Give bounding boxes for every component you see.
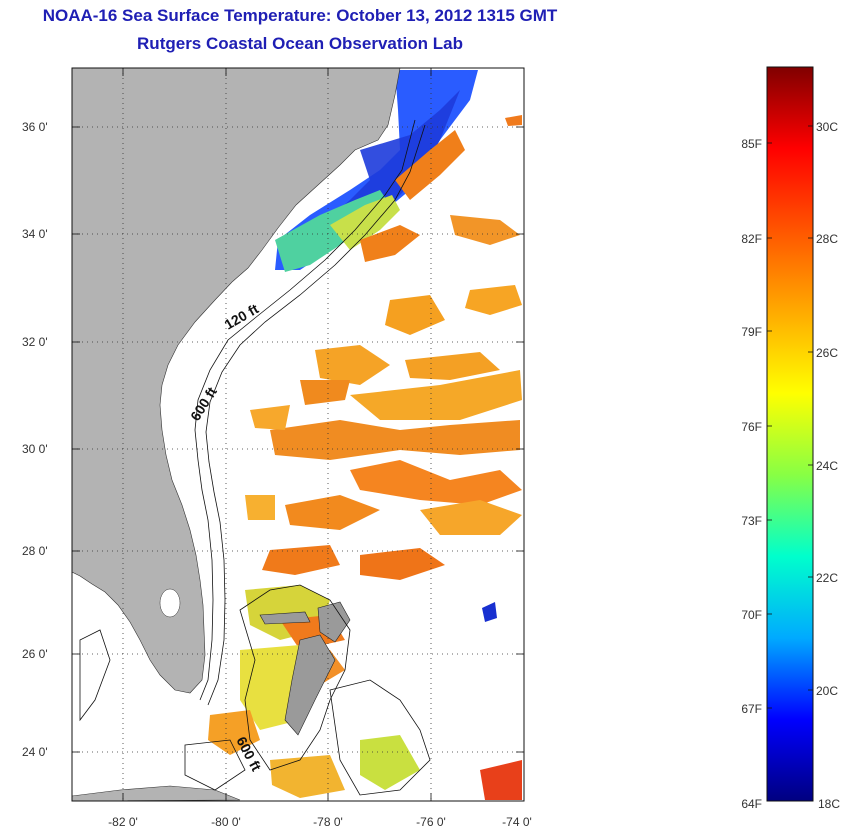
lon-label-76: -76 0' <box>416 815 446 829</box>
colorbar-c-label-24: 24C <box>816 459 838 473</box>
sst-patch-x <box>480 760 522 800</box>
sst-patch-z <box>482 602 497 622</box>
sst-patch-h <box>350 370 522 420</box>
sst-patch-w <box>360 735 420 790</box>
sst-patch-n <box>245 495 275 520</box>
lon-label-74: -74 0' <box>502 815 532 829</box>
lat-label-36: 36 0' <box>22 120 48 134</box>
sst-patch-c <box>385 295 445 335</box>
colorbar-gradient <box>766 66 814 802</box>
lat-label-28: 28 0' <box>22 544 48 558</box>
colorbar-c-label-26: 26C <box>816 346 838 360</box>
sst-patch-f <box>405 352 500 380</box>
sst-patch-d <box>465 285 522 315</box>
bathymetry-contours <box>79 119 431 796</box>
sst-patch-a <box>360 225 420 262</box>
colorbar-f-label-76: 76F <box>741 420 762 434</box>
sst-patch-k <box>350 460 522 505</box>
contour-bahamas-bank <box>239 584 351 771</box>
colorbar-f-label-67: 67F <box>741 702 762 716</box>
sst-patch-g <box>300 380 350 405</box>
sst-patch-e <box>315 345 390 385</box>
sst-patch-l <box>285 495 380 530</box>
colorbar-f-label-85: 85F <box>741 137 762 151</box>
sst-patch-o <box>262 545 340 575</box>
lake-okeechobee <box>159 588 181 618</box>
lat-label-30: 30 0' <box>22 442 48 456</box>
sst-shelf-yellow <box>330 195 400 250</box>
sst-patch-v <box>270 755 345 798</box>
lon-label-78: -78 0' <box>313 815 343 829</box>
colorbar-c-label-18: 18C <box>818 797 840 811</box>
colorbar-c-label-30: 30C <box>816 120 838 134</box>
map-subtitle: Rutgers Coastal Ocean Observation Lab <box>137 34 463 53</box>
colorbar-f-label-82: 82F <box>741 232 762 246</box>
land-mainland <box>72 68 401 694</box>
contour-600ft <box>205 124 426 706</box>
land-bahamas-abaco <box>317 601 351 643</box>
sst-gulfstream-north <box>395 130 465 200</box>
sst-patch-b <box>450 215 520 245</box>
contour-bahamas-east <box>329 679 431 796</box>
colorbar-c-label-22: 22C <box>816 571 838 585</box>
colorbar-c-label-28: 28C <box>816 232 838 246</box>
lon-label-82: -82 0' <box>108 815 138 829</box>
contour-gulf-west <box>79 629 111 722</box>
sst-patch-j <box>250 405 290 430</box>
colorbar-f-label-64: 64F <box>741 797 762 811</box>
sst-patch-p <box>360 548 445 580</box>
lat-label-24: 24 0' <box>22 745 48 759</box>
lon-label-80: -80 0' <box>211 815 241 829</box>
sst-patch-i <box>270 420 520 460</box>
map-title: NOAA-16 Sea Surface Temperature: October… <box>42 6 558 25</box>
contour-120ft <box>194 119 416 701</box>
colorbar-ticks <box>767 125 813 709</box>
lat-label-34: 34 0' <box>22 227 48 241</box>
lat-label-26: 26 0' <box>22 647 48 661</box>
colorbar-c-label-20: 20C <box>816 684 838 698</box>
land-bahamas-grand <box>259 611 311 625</box>
map-tick-marks <box>72 68 524 801</box>
colorbar-f-label-70: 70F <box>741 608 762 622</box>
sst-patch-m <box>420 500 522 535</box>
map-frame <box>71 67 525 802</box>
contour-cay-sal <box>184 739 246 791</box>
sst-map: 36 0' 34 0' 32 0' 30 0' 28 0' 26 0' 24 0… <box>22 67 532 829</box>
colorbar-f-label-79: 79F <box>741 325 762 339</box>
colorbar-f-label-73: 73F <box>741 514 762 528</box>
sst-patch-u <box>208 710 260 755</box>
map-grid <box>72 68 524 801</box>
sst-patch-y <box>505 115 522 126</box>
lat-label-32: 32 0' <box>22 335 48 349</box>
land-bahamas-andros <box>284 634 336 736</box>
